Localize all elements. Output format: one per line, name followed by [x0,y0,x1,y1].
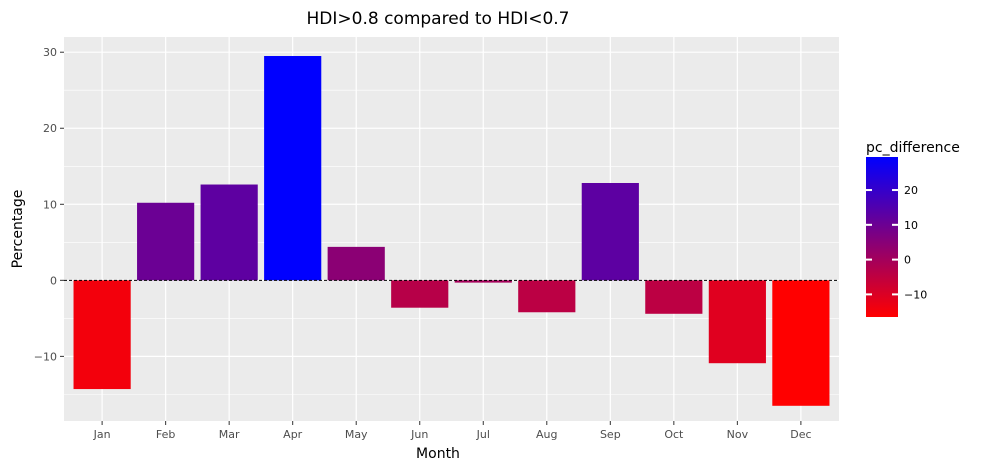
bar-sep [581,182,639,281]
x-tick-label-feb: Feb [156,428,175,441]
bar-feb [137,202,195,281]
x-tick-label-may: May [345,428,368,441]
legend-ticks: −10 0 10 20 [866,184,927,301]
x-tick-label-apr: Apr [283,428,303,441]
x-tick-label-aug: Aug [536,428,557,441]
legend-colorbar [866,157,898,317]
x-tick-label-nov: Nov [727,428,749,441]
bar-oct [645,280,703,314]
y-tick-label: 0 [50,274,57,287]
y-tick-label: −10 [34,350,57,363]
legend-tick-label: −10 [904,288,927,301]
chart-title: HDI>0.8 compared to HDI<0.7 [307,9,570,29]
x-tick-label-mar: Mar [219,428,240,441]
x-tick-label-jun: Jun [410,428,428,441]
bar-jun [391,280,449,308]
x-axis-title: Month [416,446,460,462]
legend: pc_difference −10 0 10 20 [866,140,960,317]
bar-jan [73,280,131,390]
y-tick-label: 30 [43,46,57,59]
legend-tick-label: 20 [904,184,918,197]
bar-apr [264,56,322,281]
x-tick-label-jul: Jul [476,428,490,441]
x-tick-label-oct: Oct [664,428,684,441]
bars [73,56,830,406]
bar-jul [454,280,512,283]
bar-mar [200,184,258,281]
y-axis-title: Percentage [10,190,26,269]
y-tick-label: 20 [43,122,57,135]
bar-may [327,246,385,281]
bar-nov [708,280,766,364]
x-tick-label-dec: Dec [790,428,811,441]
x-tick-label-jan: Jan [93,428,111,441]
y-axis-ticks: −10 0 10 20 30 [34,46,64,363]
bar-dec [772,280,830,406]
legend-tick-label: 0 [904,254,911,267]
legend-title: pc_difference [866,140,960,156]
bar-aug [518,280,576,313]
legend-tick-label: 10 [904,219,918,232]
x-tick-label-sep: Sep [600,428,621,441]
x-axis-ticks: Jan Feb Mar Apr May Jun Jul Aug Sep Oct Nov Dec [93,421,812,441]
y-tick-label: 10 [43,198,57,211]
